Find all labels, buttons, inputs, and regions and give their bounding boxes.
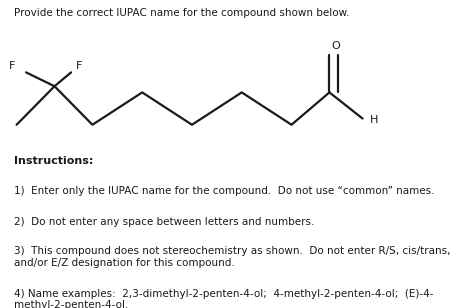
Text: 4) Name examples:  2,3-dimethyl-2-penten-4-ol;  4-methyl-2-penten-4-ol;  (E)-4-
: 4) Name examples: 2,3-dimethyl-2-penten-… [14, 289, 434, 308]
Text: 1)  Enter only the IUPAC name for the compound.  Do not use “common” names.: 1) Enter only the IUPAC name for the com… [14, 186, 435, 196]
Text: F: F [76, 61, 82, 71]
Text: Provide the correct IUPAC name for the compound shown below.: Provide the correct IUPAC name for the c… [14, 8, 350, 18]
Text: 2)  Do not enter any space between letters and numbers.: 2) Do not enter any space between letter… [14, 217, 315, 227]
Text: H: H [370, 115, 378, 125]
Text: O: O [332, 41, 340, 51]
Text: 3)  This compound does not stereochemistry as shown.  Do not enter R/S, cis/tran: 3) This compound does not stereochemistr… [14, 246, 451, 268]
Text: Instructions:: Instructions: [14, 156, 93, 165]
Text: F: F [9, 61, 16, 71]
